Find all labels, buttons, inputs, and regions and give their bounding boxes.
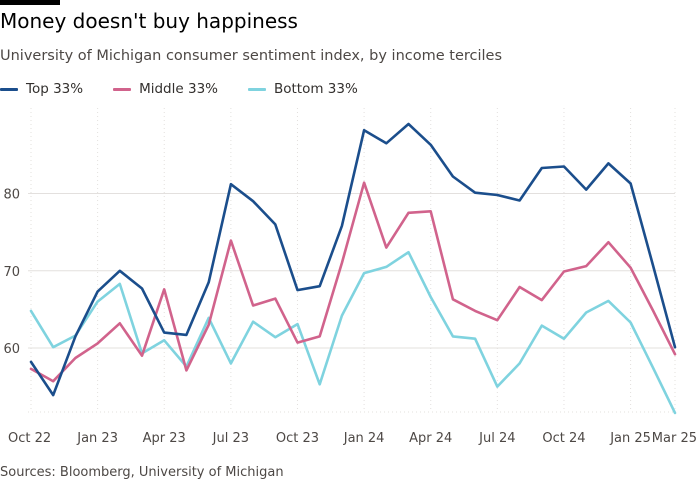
chart-title: Money doesn't buy happiness (0, 9, 298, 33)
x-tick-label: Jul 24 (478, 431, 515, 446)
x-tick-label: Apr 24 (409, 431, 452, 446)
x-tick-label: Mar 25 (652, 431, 697, 446)
chart-subtitle: University of Michigan consumer sentimen… (0, 48, 503, 64)
legend-swatch-bottom (247, 87, 266, 91)
legend-label-top: Top 33% (26, 81, 84, 97)
legend-item-top: Top 33% (0, 81, 83, 97)
series-line-middle (29, 181, 677, 383)
y-tick-label: 80 (3, 188, 20, 203)
legend-swatch-top (0, 87, 18, 91)
x-tick-label: Jul 23 (212, 431, 249, 446)
top-accent-bar (0, 0, 60, 5)
y-tick-label: 70 (3, 265, 20, 280)
x-tick-label: Oct 24 (542, 431, 585, 446)
y-tick-label: 60 (3, 342, 20, 357)
series-line-top (29, 122, 677, 397)
legend-item-middle: Middle 33% (113, 81, 218, 97)
x-tick-label: Apr 23 (143, 431, 186, 446)
x-tick-label: Jan 25 (609, 431, 651, 446)
legend-label-middle: Middle 33% (139, 81, 218, 97)
legend-swatch-middle (113, 87, 132, 91)
source-note: Sources: Bloomberg, University of Michig… (0, 465, 284, 480)
legend-item-bottom: Bottom 33% (247, 81, 358, 97)
x-tick-label: Jan 23 (76, 431, 118, 446)
series-line-bottom (29, 250, 677, 415)
legend-label-bottom: Bottom 33% (273, 81, 358, 97)
chart-legend: Top 33% Middle 33% Bottom 33% (0, 80, 388, 98)
x-tick-label: Jan 24 (343, 431, 385, 446)
x-tick-label: Oct 22 (8, 431, 51, 446)
x-tick-label: Oct 23 (276, 431, 319, 446)
